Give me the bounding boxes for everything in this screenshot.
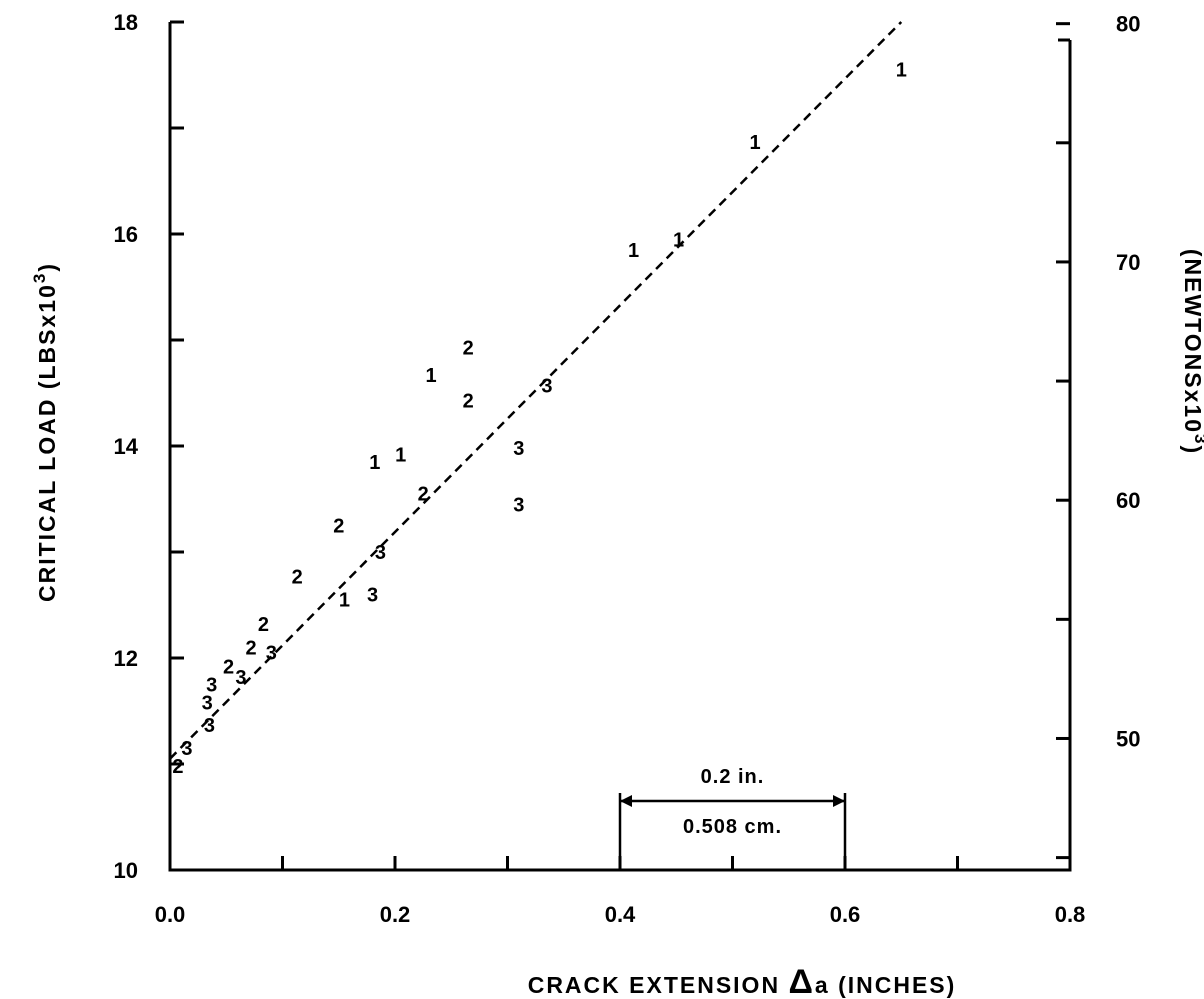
- y-tick-label: 10: [114, 858, 138, 883]
- data-point-series-2: 2: [258, 614, 269, 636]
- data-point-series-3: 3: [202, 693, 213, 715]
- y2-tick-label: 60: [1116, 488, 1140, 513]
- data-point-series-3: 3: [204, 715, 215, 737]
- data-point-series-1: 1: [369, 452, 380, 474]
- axes: [168, 20, 1072, 872]
- data-point-series-2: 2: [418, 484, 429, 506]
- scale-upper-label: 0.2 in.: [701, 766, 765, 788]
- data-point-series-3: 3: [367, 584, 378, 606]
- scale-arrow-right: [833, 795, 845, 807]
- y-tick-label: 18: [114, 10, 138, 35]
- data-point-series-2: 2: [292, 566, 303, 588]
- data-point-series-1: 1: [339, 590, 350, 612]
- data-point-series-3: 3: [235, 667, 246, 689]
- data-point-series-2: 2: [463, 337, 474, 359]
- y2-tick-label: 80: [1116, 12, 1140, 37]
- x-tick-label: 0.2: [380, 902, 411, 927]
- y-tick-label: 14: [114, 434, 139, 459]
- data-point-series-3: 3: [513, 494, 524, 516]
- data-point-series-2: 2: [463, 390, 474, 412]
- data-point-series-1: 1: [749, 132, 760, 154]
- data-point-series-1: 1: [395, 444, 406, 466]
- data-point-series-2: 2: [172, 756, 183, 778]
- data-point-series-1: 1: [628, 240, 639, 262]
- data-point-series-2: 2: [333, 516, 344, 538]
- fit-line-group: [169, 21, 903, 760]
- data-point-series-3: 3: [375, 542, 386, 564]
- x-tick-label: 0.4: [605, 902, 636, 927]
- scale-arrow-left: [620, 795, 632, 807]
- y-tick-label: 16: [114, 222, 138, 247]
- data-point-series-3: 3: [206, 675, 217, 697]
- x-tick-label: 0.6: [830, 902, 861, 927]
- data-point-series-3: 3: [541, 376, 552, 398]
- x-axis-title: CRACK EXTENSION Δa (INCHES): [528, 963, 957, 999]
- y-tick-label: 12: [114, 646, 138, 671]
- data-point-series-2: 2: [223, 656, 234, 678]
- data-point-series-1: 1: [896, 60, 907, 82]
- data-point-series-2: 2: [245, 637, 256, 659]
- fit-line: [169, 21, 903, 760]
- scale-annotation: 0.2 in. 0.508 cm.: [618, 766, 847, 870]
- y2-axis-title: (NEWTONSx103): [1180, 249, 1204, 455]
- data-point-series-1: 1: [673, 229, 684, 251]
- y2-tick-label: 50: [1116, 726, 1140, 751]
- x-tick-label: 0.0: [155, 902, 186, 927]
- axis-frame: [168, 20, 1072, 872]
- x-tick-label: 0.8: [1055, 902, 1086, 927]
- scale-lower-label: 0.508 cm.: [683, 816, 782, 838]
- y-axis-title: CRITICAL LOAD (LBSx103): [30, 262, 60, 602]
- y2-tick-label: 70: [1116, 250, 1140, 275]
- data-point-series-3: 3: [266, 643, 277, 665]
- data-point-series-3: 3: [181, 738, 192, 760]
- data-point-series-1: 1: [425, 365, 436, 387]
- data-point-series-3: 3: [513, 438, 524, 460]
